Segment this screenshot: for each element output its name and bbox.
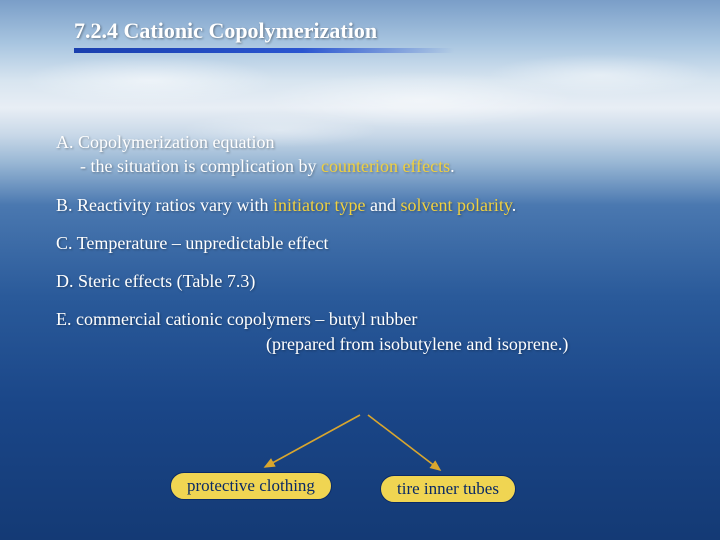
arrow-right — [368, 415, 440, 470]
point-e-line2: (prepared from isobutylene and isoprene.… — [56, 332, 680, 356]
pill-tire-inner-tubes: tire inner tubes — [380, 475, 516, 503]
pill-protective-clothing: protective clothing — [170, 472, 332, 500]
point-a-sub-post: . — [450, 156, 455, 176]
arrows-svg — [170, 412, 570, 522]
body-content: A. Copolymerization equation - the situa… — [56, 130, 680, 356]
point-b-hl2: solvent polarity — [400, 195, 511, 215]
point-b-mid: and — [365, 195, 400, 215]
point-e: E. commercial cationic copolymers – buty… — [56, 307, 680, 356]
point-a-sub: - the situation is complication by count… — [56, 154, 680, 178]
arrow-left — [265, 415, 360, 467]
slide-title: 7.2.4 Cationic Copolymerization — [74, 18, 454, 44]
point-b-post: . — [512, 195, 517, 215]
point-b-hl1: initiator type — [273, 195, 365, 215]
diagram: protective clothing tire inner tubes — [170, 412, 570, 522]
point-b-pre: B. Reactivity ratios vary with — [56, 195, 273, 215]
point-e-line1: E. commercial cationic copolymers – buty… — [56, 307, 680, 331]
point-a-head: A. Copolymerization equation — [56, 130, 680, 154]
title-block: 7.2.4 Cationic Copolymerization — [74, 18, 454, 53]
point-a-sub-pre: - the situation is complication by — [80, 156, 321, 176]
point-a-sub-hl: counterion effects — [321, 156, 450, 176]
title-underline — [74, 48, 454, 53]
point-a: A. Copolymerization equation - the situa… — [56, 130, 680, 179]
point-d: D. Steric effects (Table 7.3) — [56, 269, 680, 293]
point-b: B. Reactivity ratios vary with initiator… — [56, 193, 680, 217]
point-c: C. Temperature – unpredictable effect — [56, 231, 680, 255]
